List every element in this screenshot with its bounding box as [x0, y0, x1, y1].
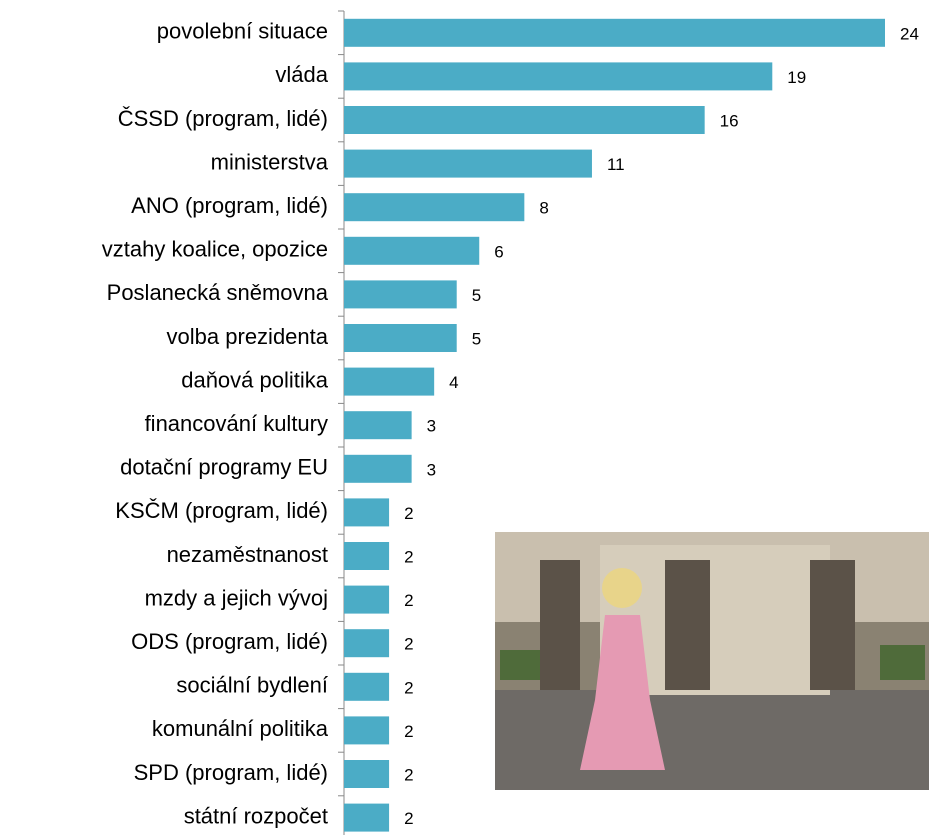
- value-label: 3: [427, 417, 436, 436]
- value-label: 8: [539, 199, 548, 218]
- category-label: vztahy koalice, opozice: [102, 237, 328, 262]
- bar: [344, 629, 389, 657]
- bar: [344, 760, 389, 788]
- value-label: 2: [404, 678, 413, 697]
- category-label: mzdy a jejich vývoj: [145, 585, 328, 610]
- bar: [344, 455, 412, 483]
- value-label: 2: [404, 635, 413, 654]
- value-label: 2: [404, 809, 413, 828]
- bar: [344, 19, 885, 47]
- category-label: Poslanecká sněmovna: [107, 280, 329, 305]
- value-label: 11: [607, 155, 625, 174]
- category-label: ministerstva: [211, 149, 329, 174]
- category-label: povolební situace: [157, 19, 328, 44]
- value-label: 3: [427, 460, 436, 479]
- value-label: 2: [404, 547, 413, 566]
- value-label: 2: [404, 765, 413, 784]
- value-label: 4: [449, 373, 458, 392]
- category-label: sociální bydlení: [176, 673, 328, 698]
- value-label: 24: [900, 24, 919, 43]
- chart: povolební situace24vláda19ČSSD (program,…: [0, 0, 929, 835]
- value-label: 5: [472, 286, 481, 305]
- value-label: 16: [720, 111, 739, 130]
- bar: [344, 280, 457, 308]
- category-label: nezaměstnanost: [167, 542, 328, 567]
- bar: [344, 804, 389, 832]
- category-label: dotační programy EU: [120, 455, 328, 480]
- bar: [344, 62, 772, 90]
- bar: [344, 106, 705, 134]
- photo: [495, 532, 929, 790]
- category-label: financování kultury: [145, 411, 328, 436]
- category-label: komunální politika: [152, 716, 329, 741]
- bar: [344, 237, 479, 265]
- bar: [344, 542, 389, 570]
- bar: [344, 716, 389, 744]
- bar: [344, 193, 524, 221]
- category-label: SPD (program, lidé): [134, 760, 328, 785]
- value-label: 5: [472, 329, 481, 348]
- bar: [344, 673, 389, 701]
- bar: [344, 586, 389, 614]
- bar: [344, 368, 434, 396]
- category-label: ČSSD (program, lidé): [118, 106, 328, 131]
- bar: [344, 150, 592, 178]
- bar: [344, 411, 412, 439]
- category-label: vláda: [275, 62, 328, 87]
- bar: [344, 324, 457, 352]
- category-label: daňová politika: [181, 367, 329, 392]
- category-label: ANO (program, lidé): [131, 193, 328, 218]
- category-label: KSČM (program, lidé): [115, 498, 328, 523]
- value-label: 2: [404, 504, 413, 523]
- value-label: 19: [787, 68, 806, 87]
- category-label: ODS (program, lidé): [131, 629, 328, 654]
- value-label: 6: [494, 242, 503, 261]
- value-label: 2: [404, 722, 413, 741]
- category-label: státní rozpočet: [184, 803, 328, 828]
- value-label: 2: [404, 591, 413, 610]
- category-label: volba prezidenta: [167, 324, 329, 349]
- bar: [344, 498, 389, 526]
